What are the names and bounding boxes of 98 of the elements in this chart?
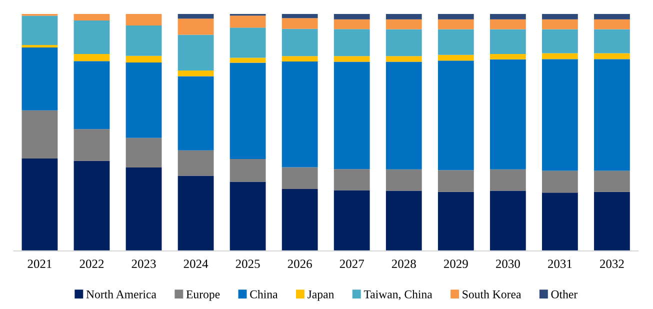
bar [230,16,266,28]
bar [542,170,578,193]
bar [178,76,214,150]
bar [334,62,370,170]
x-tick-label: 2031 [548,260,572,268]
bar [282,28,318,56]
bar [178,176,214,251]
bar [230,182,266,251]
bar [126,56,162,62]
bar [230,158,266,182]
bar [334,14,370,20]
x-tick-label: 2021 [28,260,52,268]
bar [126,14,162,26]
bar [594,29,630,54]
bar [594,53,630,60]
bar [22,16,58,45]
x-tick-label: 2029 [444,260,468,268]
bar [490,169,526,191]
bar [74,14,110,21]
x-tick-label: 2028 [392,260,416,268]
bar [126,62,162,138]
bar [594,14,630,20]
bar [22,110,58,158]
bar [74,160,110,251]
bar [542,14,578,20]
bar [334,190,370,251]
bar [178,34,214,71]
bar [230,62,266,159]
legend-label: Other [551,290,578,298]
bar [386,190,422,251]
bar [542,29,578,54]
bar [438,54,474,61]
bar [334,19,370,30]
bar [438,170,474,192]
x-tick-label: 2025 [236,260,260,268]
legend-label: Europe [186,290,220,301]
bar [490,14,526,20]
x-tick-label: 2030 [496,260,520,268]
bar [386,169,422,191]
bar [74,20,110,54]
x-tick-label: 2024 [184,260,208,268]
x-tick-label: 2027 [340,260,364,268]
bar [282,167,318,190]
bar [74,54,110,62]
bar [490,59,526,170]
x-tick-label: 2032 [600,260,624,268]
bar [490,54,526,60]
bar [490,19,526,30]
bar [386,14,422,20]
bar [594,59,630,171]
bar [542,192,578,251]
legend-label: China [250,290,278,298]
bar [126,138,162,168]
bar [126,26,162,56]
bar [334,56,370,62]
bar [594,192,630,251]
bar [386,62,422,170]
bar [282,189,318,251]
bar [542,53,578,60]
bar [22,158,58,251]
bar [490,29,526,54]
bar [438,19,474,30]
legend-label: Taiwan, China [364,290,432,300]
bar [438,192,474,251]
legend-label: Japan [308,290,334,301]
bar [22,44,58,48]
bar [542,19,578,30]
bar [282,56,318,62]
bar [490,190,526,251]
bar [178,14,214,19]
bar [22,48,58,110]
bar [74,61,110,130]
bar [542,59,578,171]
legend-label: South Korea [462,290,522,298]
bar [386,19,422,30]
bar [178,70,214,76]
bar [438,60,474,170]
x-tick-label: 2022 [80,260,104,268]
bar [74,129,110,161]
bar [438,14,474,20]
x-tick-label: 2023 [132,260,156,268]
bar [282,18,318,29]
bar [282,62,318,168]
x-tick-label: 2026 [288,260,312,268]
bar [334,29,370,56]
bar [438,29,474,55]
bar [594,170,630,192]
bar [282,14,318,18]
bar [178,18,214,35]
bar [334,169,370,190]
bar [126,167,162,251]
bar [386,56,422,62]
bar [230,28,266,58]
bar [594,19,630,30]
legend-label: North America [86,290,156,298]
bar [386,29,422,56]
bar [230,58,266,63]
bar [178,150,214,176]
